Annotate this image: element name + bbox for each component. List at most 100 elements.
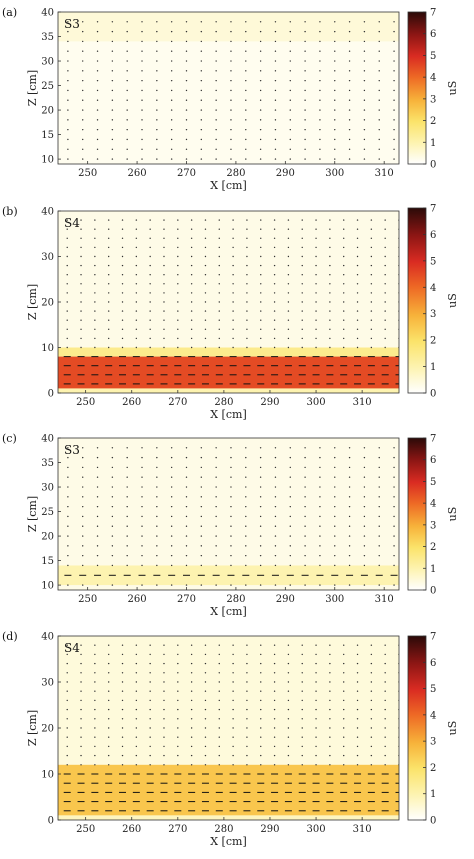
y-tick-label: 20 (41, 298, 54, 309)
velocity-vector (287, 337, 290, 340)
velocity-vector (384, 264, 386, 267)
velocity-vector (66, 264, 68, 267)
velocity-vector (343, 328, 345, 330)
velocity-vector (334, 535, 336, 537)
velocity-vector (289, 119, 291, 121)
velocity-vector (156, 30, 158, 33)
velocity-vector (126, 505, 128, 508)
velocity-vector (215, 70, 217, 72)
velocity-vector (245, 486, 247, 488)
velocity-vector (370, 283, 373, 285)
velocity-vector (315, 745, 317, 748)
velocity-vector (393, 545, 395, 547)
velocity-vector (319, 456, 321, 459)
velocity-vector (370, 690, 373, 692)
velocity-vector (94, 754, 96, 757)
velocity-vector (156, 545, 158, 547)
velocity-vector (259, 158, 262, 160)
velocity-vector (126, 79, 128, 82)
velocity-vector (82, 138, 84, 141)
velocity-vector (232, 718, 234, 720)
velocity-vector (156, 40, 158, 43)
velocity-vector (363, 50, 366, 52)
velocity-vector (246, 690, 248, 692)
velocity-vector (200, 138, 203, 141)
velocity-vector (82, 70, 84, 72)
y-tick-label: 30 (41, 252, 54, 263)
velocity-vector (348, 30, 351, 33)
velocity-vector (126, 486, 128, 488)
velocity-vector (329, 690, 331, 692)
y-tick-label: 40 (41, 434, 54, 445)
velocity-vector (343, 292, 345, 294)
velocity-vector (304, 30, 306, 33)
velocity-vector (163, 274, 165, 276)
velocity-vector (141, 535, 143, 537)
velocity-vector (111, 515, 114, 518)
velocity-vector (260, 319, 262, 321)
velocity-vector (218, 228, 220, 230)
velocity-vector (67, 21, 69, 23)
velocity-vector (356, 292, 359, 294)
velocity-vector (163, 736, 165, 738)
velocity-vector (141, 584, 143, 586)
y-tick-label: 0 (48, 389, 54, 400)
velocity-vector (273, 274, 276, 276)
velocity-vector (246, 699, 248, 702)
velocity-vector (126, 564, 128, 567)
velocity-vector (274, 70, 277, 72)
velocity-vector (170, 505, 173, 508)
velocity-vector (170, 50, 173, 52)
velocity-vector (289, 564, 291, 567)
velocity-vector (260, 264, 262, 267)
velocity-vector (259, 535, 262, 537)
colorbar-label: uS (446, 293, 459, 308)
velocity-vector (274, 128, 277, 131)
velocity-vector (384, 727, 386, 729)
velocity-vector (107, 310, 110, 312)
velocity-vector (82, 486, 84, 488)
velocity-vector (218, 653, 220, 656)
velocity-vector (80, 237, 82, 239)
velocity-vector (204, 237, 207, 239)
velocity-vector (304, 128, 306, 131)
velocity-vector (304, 466, 306, 469)
velocity-vector (393, 70, 395, 72)
velocity-vector (121, 255, 124, 258)
velocity-vector (135, 346, 138, 349)
velocity-vector (141, 119, 143, 121)
velocity-vector (163, 264, 165, 267)
velocity-vector (356, 246, 359, 249)
velocity-vector (232, 319, 234, 321)
velocity-vector (204, 292, 207, 294)
y-tick-label: 20 (41, 724, 54, 735)
velocity-vector (66, 736, 68, 738)
velocity-vector (149, 764, 151, 766)
velocity-vector (348, 119, 351, 121)
velocity-vector (80, 274, 82, 276)
velocity-vector (343, 736, 345, 738)
velocity-vector (245, 21, 247, 23)
velocity-vector (204, 699, 207, 702)
velocity-vector (96, 584, 99, 586)
velocity-vector (66, 662, 68, 665)
velocity-vector (348, 148, 351, 150)
velocity-vector (259, 564, 262, 567)
velocity-vector (170, 564, 173, 567)
velocity-vector (260, 699, 262, 702)
velocity-vector (259, 584, 262, 586)
velocity-vector (343, 274, 345, 276)
velocity-vector (356, 255, 359, 258)
velocity-vector (370, 319, 373, 321)
velocity-vector (190, 644, 193, 646)
velocity-vector (126, 456, 128, 459)
velocity-vector (343, 319, 345, 321)
velocity-vector (334, 128, 336, 131)
velocity-vector (319, 99, 321, 101)
velocity-vector (393, 99, 395, 101)
velocity-vector (287, 644, 290, 646)
velocity-vector (274, 158, 277, 160)
velocity-vector (363, 109, 366, 111)
velocity-vector (259, 148, 262, 150)
velocity-vector (107, 328, 110, 330)
